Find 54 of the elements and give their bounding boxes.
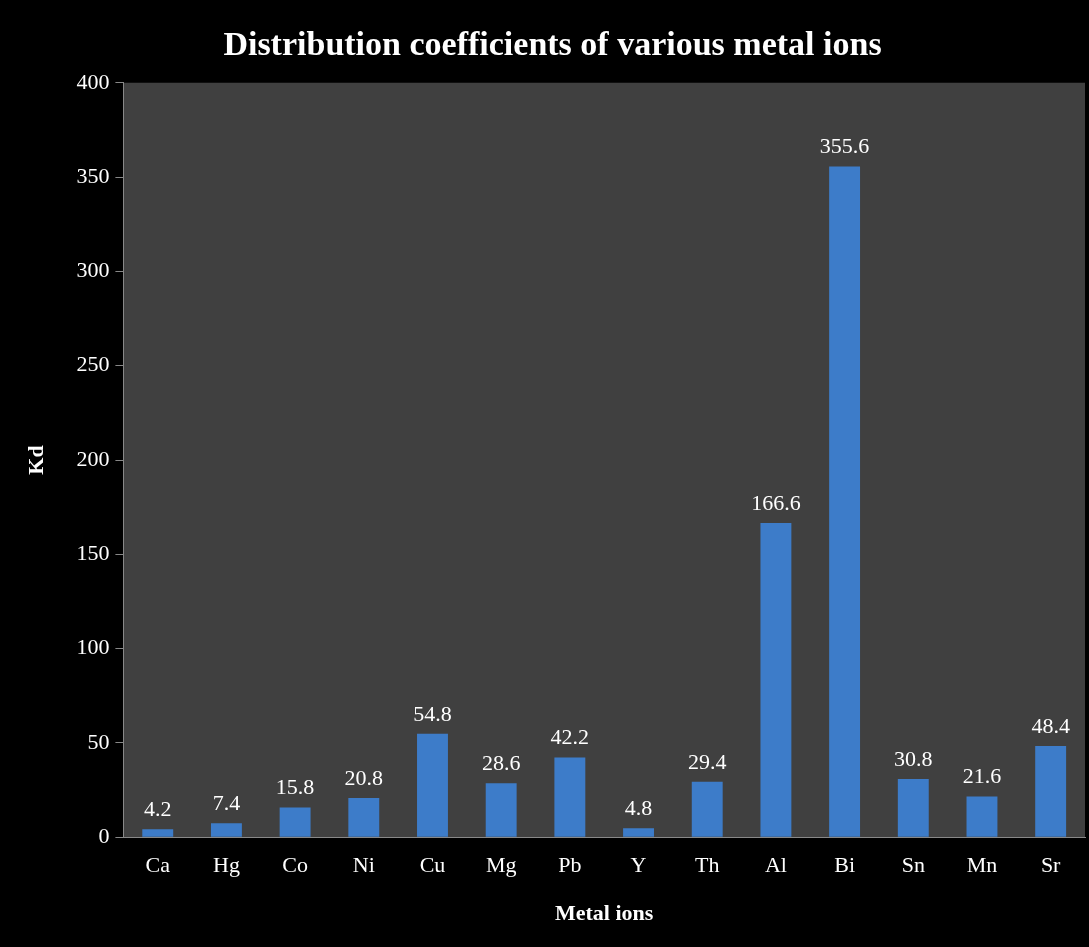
x-tick-label: Bi (834, 852, 855, 878)
bar (829, 166, 861, 837)
bar (485, 783, 517, 837)
y-tick-label: 150 (76, 540, 110, 566)
bar (417, 733, 448, 837)
bar (348, 797, 380, 837)
x-tick-label: Mg (485, 852, 517, 878)
y-tick-label: 400 (76, 68, 110, 94)
bar (691, 781, 723, 837)
y-tick-label: 0 (98, 822, 110, 848)
bar (966, 796, 998, 837)
x-tick-label: Ni (352, 852, 375, 878)
x-tick-label: Co (282, 852, 308, 878)
x-tick-label: Ca (145, 852, 171, 878)
data-label: 7.4 (212, 790, 241, 816)
y-tick-label: 300 (76, 257, 110, 283)
chart-title: Distribution coefficients of various metal ions (223, 25, 882, 63)
y-tick-label: 350 (76, 162, 110, 188)
x-tick-label: Cu (419, 852, 446, 878)
data-label: 29.4 (687, 748, 727, 774)
bar (210, 823, 242, 837)
x-tick-label: Pb (558, 852, 582, 878)
data-label: 54.8 (413, 700, 452, 726)
bar (142, 829, 174, 837)
y-tick-label: 100 (76, 634, 110, 660)
x-tick-label: Mn (966, 852, 998, 878)
bar (279, 807, 311, 837)
x-tick-label: Th (695, 852, 720, 878)
y-tick-label: 50 (87, 728, 110, 754)
x-tick-label: Al (764, 852, 787, 878)
bar (897, 779, 929, 837)
data-label: 21.6 (962, 763, 1002, 789)
x-tick-label: Y (630, 852, 647, 878)
data-label: 20.8 (344, 764, 384, 790)
data-label: 355.6 (819, 133, 870, 159)
bar (760, 522, 792, 837)
x-axis-title: Metal ions (555, 900, 654, 926)
data-label: 15.8 (275, 774, 315, 800)
data-label: 28.6 (481, 750, 521, 776)
x-tick-label: Sn (901, 852, 925, 878)
bar (1035, 745, 1067, 837)
y-tick-label: 200 (76, 445, 110, 471)
x-tick-label: Hg (212, 852, 240, 878)
data-label: 166.6 (751, 489, 801, 515)
x-tick-label: Sr (1040, 852, 1062, 878)
data-label: 30.8 (894, 745, 933, 771)
data-label: 42.2 (550, 724, 590, 750)
y-axis-title: Kd (22, 445, 48, 475)
data-label: 48.4 (1031, 712, 1070, 738)
data-label: 4.2 (143, 796, 172, 822)
bar (623, 828, 654, 837)
data-label: 4.8 (624, 794, 653, 820)
y-tick-label: 250 (76, 351, 110, 377)
bar (554, 757, 586, 837)
